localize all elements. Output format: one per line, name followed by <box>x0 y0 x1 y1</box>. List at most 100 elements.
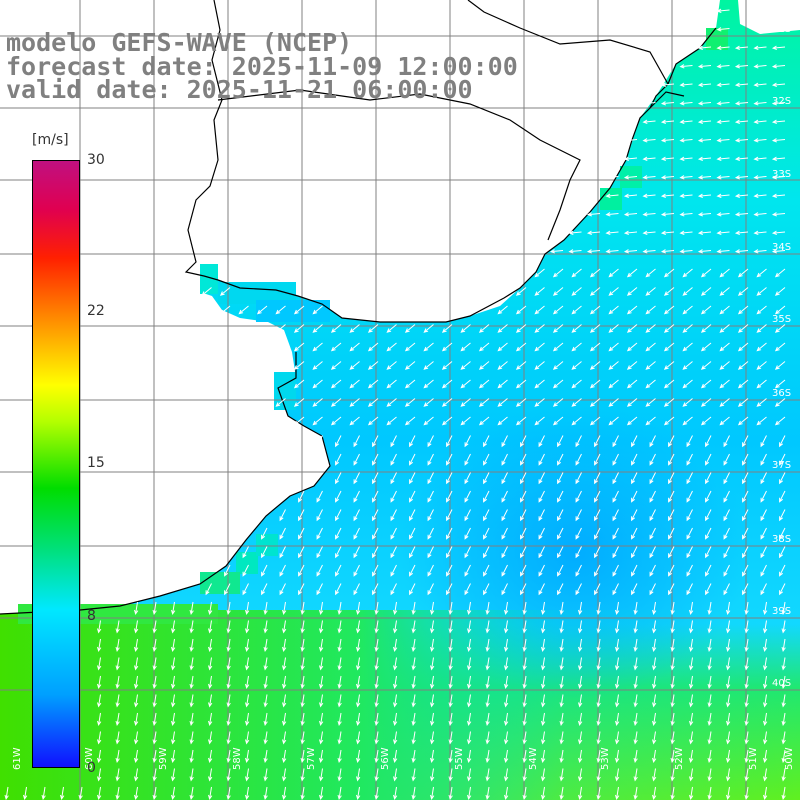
wind-arrow <box>208 638 213 653</box>
wind-arrow <box>448 731 453 745</box>
wind-arrow <box>737 268 749 278</box>
wind-arrow <box>716 193 730 198</box>
wind-arrow <box>615 768 620 782</box>
wind-arrow <box>448 601 453 616</box>
wind-arrow <box>737 287 749 296</box>
wind-arrow <box>356 638 361 653</box>
wind-arrow <box>734 64 749 69</box>
wind-arrow <box>393 786 398 800</box>
wind-arrow <box>705 453 712 466</box>
wind-arrow <box>700 305 712 315</box>
wind-arrow <box>737 398 749 407</box>
wind-arrow <box>411 712 416 727</box>
wind-arrow <box>501 564 508 577</box>
wind-arrow <box>571 379 582 389</box>
wind-arrow <box>409 453 416 466</box>
wind-arrow <box>520 583 527 596</box>
wind-arrow <box>623 156 638 161</box>
wind-arrow <box>734 212 749 217</box>
wind-arrow <box>298 583 305 596</box>
wind-arrow <box>411 694 416 708</box>
wind-arrow <box>374 749 379 764</box>
wind-arrow <box>571 416 582 426</box>
wind-arrow <box>631 564 638 577</box>
wind-arrow <box>282 712 287 727</box>
wind-arrow <box>559 731 564 745</box>
wind-arrow <box>78 786 83 800</box>
wind-arrow <box>367 416 379 426</box>
wind-arrow <box>571 361 582 370</box>
wind-arrow <box>115 675 120 690</box>
colorbar-tick: 8 <box>87 608 96 624</box>
wind-arrow <box>756 416 767 426</box>
wind-arrow <box>578 749 583 764</box>
valid-date: valid date: 2025-11-21 06:00:00 <box>6 75 473 104</box>
wind-arrow <box>427 490 434 503</box>
wind-arrow <box>372 453 379 466</box>
wind-arrow <box>189 768 194 782</box>
wind-arrow <box>679 82 693 87</box>
wind-arrow <box>330 342 342 352</box>
wind-arrow <box>707 694 712 708</box>
wind-arrow <box>719 287 730 296</box>
wind-arrow <box>707 749 712 764</box>
wind-arrow <box>763 749 768 764</box>
wind-arrow <box>337 786 342 800</box>
wind-arrow <box>312 342 323 352</box>
wind-arrow <box>716 156 730 161</box>
wind-arrow <box>697 119 712 124</box>
wind-arrow <box>460 361 471 370</box>
wind-arrow <box>679 175 693 180</box>
wind-arrow <box>615 601 620 616</box>
wind-arrow <box>682 398 693 407</box>
wind-arrow <box>386 324 397 333</box>
wind-arrow <box>575 583 582 596</box>
wind-arrow <box>208 675 213 690</box>
wind-arrow <box>430 712 435 727</box>
wind-arrow <box>282 620 287 634</box>
wind-arrow <box>633 768 638 782</box>
wind-arrow <box>589 416 601 426</box>
wind-arrow <box>742 490 749 503</box>
wind-arrow <box>660 156 675 161</box>
wind-arrow <box>633 601 638 616</box>
wind-arrow <box>552 416 564 426</box>
wind-arrow <box>386 361 397 370</box>
wind-arrow <box>261 583 268 596</box>
wind-arrow <box>608 379 619 389</box>
wind-arrow <box>686 490 693 503</box>
wind-arrow <box>152 786 157 800</box>
wind-arrow <box>538 453 545 466</box>
wind-arrow <box>485 749 490 764</box>
lon-label: 61W <box>12 747 23 770</box>
wind-arrow <box>716 175 730 180</box>
lon-label: 53W <box>600 747 611 770</box>
wind-arrow <box>263 731 268 745</box>
wind-arrow <box>626 379 638 389</box>
wind-arrow <box>608 342 619 352</box>
wind-arrow <box>682 287 693 296</box>
wind-arrow <box>612 527 619 540</box>
wind-arrow <box>430 675 435 690</box>
wind-arrow <box>427 453 434 466</box>
wind-arrow <box>596 657 601 671</box>
wind-arrow <box>504 601 509 616</box>
wind-arrow <box>663 305 675 315</box>
wind-arrow <box>282 694 287 708</box>
wind-arrow <box>115 657 120 671</box>
wind-arrow <box>189 749 194 764</box>
wind-arrow <box>374 786 379 800</box>
wind-arrow <box>779 435 786 448</box>
wind-arrow <box>589 361 601 370</box>
wind-arrow <box>372 490 379 503</box>
wind-arrow <box>756 398 767 407</box>
wind-arrow <box>608 268 619 278</box>
wind-arrow <box>515 416 527 426</box>
wind-arrow <box>134 694 139 708</box>
wind-arrow <box>467 786 472 800</box>
wind-arrow <box>300 731 305 745</box>
wind-arrow <box>670 731 675 745</box>
wind-arrow <box>534 361 545 370</box>
wind-arrow <box>242 564 249 577</box>
wind-arrow <box>448 675 453 690</box>
